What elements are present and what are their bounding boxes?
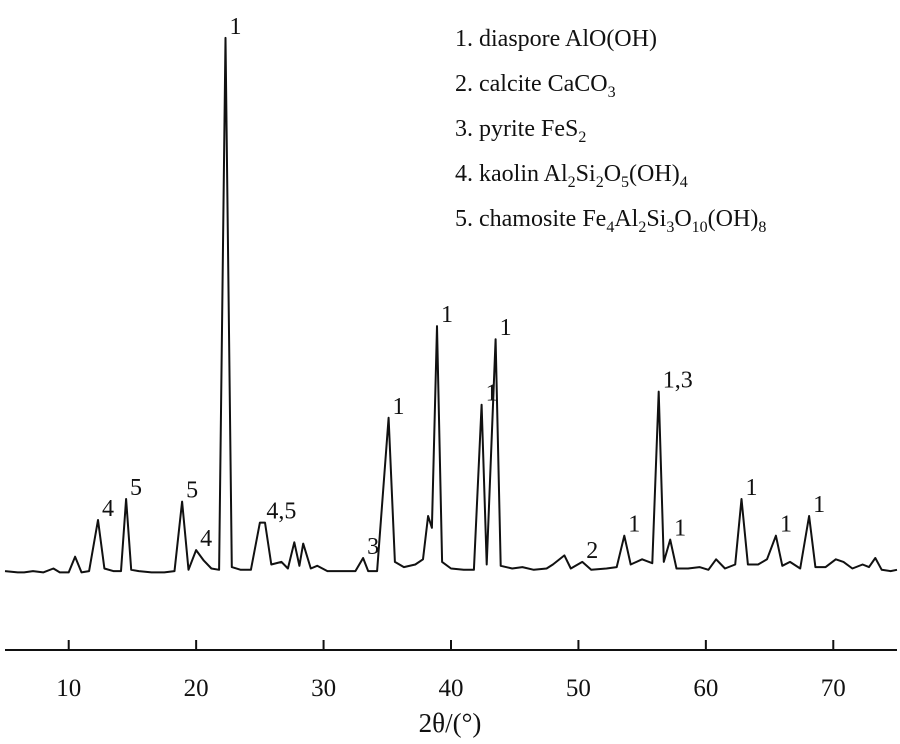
x-ticks bbox=[67, 640, 835, 650]
peak-label: 1,3 bbox=[663, 368, 693, 394]
peak-label: 1 bbox=[393, 394, 405, 420]
x-axis-title: 2θ/(°) bbox=[419, 708, 482, 738]
peak-label: 1 bbox=[746, 475, 758, 501]
peak-label: 1 bbox=[813, 492, 825, 518]
peak-label: 1 bbox=[628, 512, 640, 538]
legend-entry: 1. diaspore AlO(OH) bbox=[455, 26, 657, 52]
x-tick-labels: 10 20 30 40 50 60 70 bbox=[56, 675, 846, 702]
peak-label: 5 bbox=[186, 478, 198, 504]
x-tick-label: 40 bbox=[439, 675, 464, 702]
x-tick-label: 60 bbox=[693, 675, 718, 702]
peak-label: 3 bbox=[367, 534, 379, 560]
x-tick-label: 50 bbox=[566, 675, 591, 702]
peak-label: 4 bbox=[102, 496, 114, 522]
peak-label: 4,5 bbox=[266, 499, 296, 525]
peak-label: 1 bbox=[780, 512, 792, 538]
legend: 1. diaspore AlO(OH) 2. calcite CaCO3 3. py… bbox=[455, 26, 766, 236]
x-tick-label: 20 bbox=[184, 675, 209, 702]
peak-label: 1 bbox=[229, 14, 241, 40]
legend-entry: 4. kaolin Al2Si2O5(OH)4 bbox=[455, 161, 688, 191]
peak-label: 5 bbox=[130, 475, 142, 501]
legend-entry: 3. pyrite FeS2 bbox=[455, 116, 586, 146]
xrd-trace bbox=[4, 36, 898, 574]
peak-label: 1 bbox=[441, 302, 453, 328]
peak-label: 4 bbox=[200, 526, 212, 552]
legend-entry: 2. calcite CaCO3 bbox=[455, 71, 616, 101]
x-tick-label: 70 bbox=[821, 675, 846, 702]
legend-entry: 5. chamosite Fe4Al2Si3O10(OH)8 bbox=[455, 206, 766, 236]
peak-label: 1 bbox=[500, 315, 512, 341]
peak-label: 1 bbox=[674, 516, 686, 542]
x-tick-label: 30 bbox=[311, 675, 336, 702]
x-tick-label: 10 bbox=[56, 675, 81, 702]
peak-label: 1 bbox=[486, 381, 498, 407]
peak-label: 2 bbox=[586, 538, 598, 564]
